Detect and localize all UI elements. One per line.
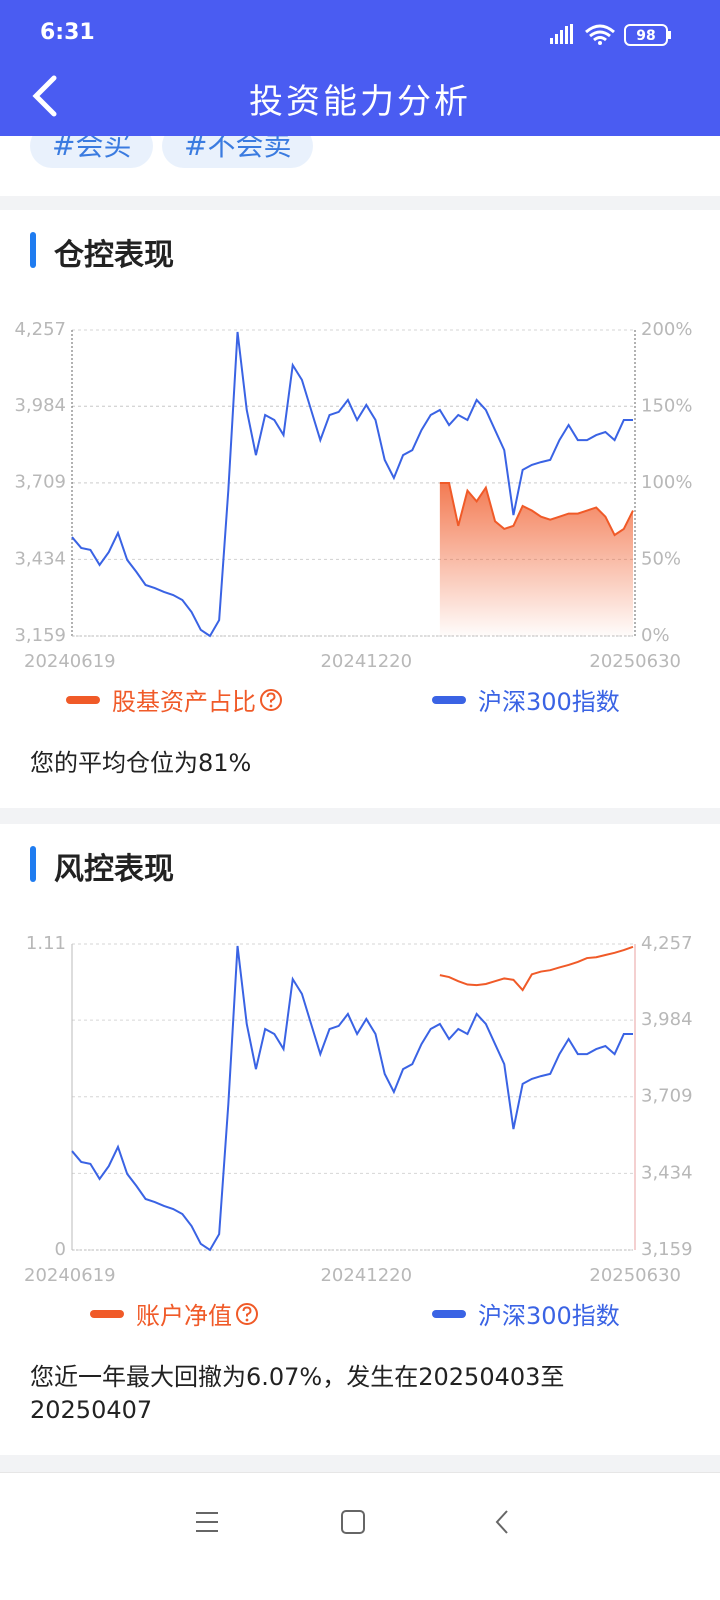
back-button[interactable] — [28, 74, 62, 118]
y2-tick-label: 0% — [641, 625, 670, 646]
y-tick-label: 1.11 — [26, 933, 66, 954]
nav-bar — [0, 1472, 720, 1600]
y2-tick-label: 50% — [641, 549, 681, 570]
y-tick-label: 3,434 — [14, 548, 66, 569]
section-card: 风控表现 0 1.11 3,159 3,434 3,709 3,984 4,257 20240… — [0, 824, 720, 1455]
home-button[interactable] — [340, 1509, 366, 1535]
battery-level: 98 — [636, 28, 655, 44]
section-note: 您近一年最大回撤为6.07%，发生在20250403至20250407 — [30, 1363, 565, 1424]
x-tick-label: 20240619 — [24, 651, 116, 672]
y-tick-label: 3,159 — [14, 625, 66, 646]
y-tick-label: 3,984 — [14, 395, 66, 416]
y2-tick-label: 100% — [641, 472, 692, 493]
x-tick-label: 20241220 — [320, 1265, 412, 1286]
chart: 0 1.11 3,159 3,434 3,709 3,984 4,257 20240619 20… — [24, 933, 693, 1286]
status-icons: 98 — [550, 24, 671, 46]
y2-tick-label: 200% — [641, 319, 692, 340]
menu-button[interactable] — [194, 1509, 220, 1535]
section-note: 您的平均仓位为81% — [30, 749, 252, 777]
legend-swatch — [90, 1309, 124, 1318]
section-card: 仓控表现 3,159 3,434 3,709 3,984 4,257 0% 50% 100% 1… — [0, 210, 720, 808]
x-tick-label: 20250630 — [589, 1265, 681, 1286]
section-marker — [30, 232, 36, 268]
legend-item[interactable]: 沪深300指数 — [432, 1296, 620, 1331]
x-tick-label: 20250630 — [589, 651, 681, 672]
y2-tick-label: 3,984 — [641, 1009, 693, 1030]
status-time: 6:31 — [40, 20, 95, 45]
area — [439, 483, 633, 636]
legend-label: 沪深300指数 — [478, 1302, 620, 1330]
line — [439, 482, 634, 537]
x-tick-label: 20241220 — [320, 651, 412, 672]
y2-tick-label: 150% — [641, 396, 692, 417]
section-title: 仓控表现 — [54, 238, 174, 273]
y-tick-label: 3,709 — [14, 472, 66, 493]
legend-swatch — [66, 695, 100, 704]
y-tick-label: 0 — [55, 1239, 66, 1260]
section-marker — [30, 846, 36, 882]
legend-item[interactable]: 沪深300指数 — [432, 682, 620, 717]
y2-tick-label: 3,709 — [641, 1086, 693, 1107]
chart: 3,159 3,434 3,709 3,984 4,257 0% 50% 100% 150% 20… — [14, 319, 692, 672]
y2-tick-label: 3,434 — [641, 1162, 693, 1183]
legend-label: 沪深300指数 — [478, 688, 620, 716]
section-title: 风控表现 — [54, 852, 174, 887]
top-bar: 6:31 98 投资能力分析 — [0, 0, 720, 136]
x-tick-label: 20240619 — [24, 1265, 116, 1286]
page-title: 投资能力分析 — [249, 82, 471, 122]
legend-item[interactable]: 账户净值 — [90, 1296, 260, 1331]
line — [71, 945, 633, 1252]
help-icon[interactable] — [234, 1301, 260, 1327]
line — [71, 331, 633, 638]
back-nav-button[interactable] — [492, 1509, 512, 1535]
legend-label: 股基资产占比 — [112, 688, 256, 716]
y-tick-label: 4,257 — [14, 319, 66, 340]
help-icon[interactable] — [258, 687, 284, 713]
y2-tick-label: 4,257 — [641, 933, 693, 954]
legend-item[interactable]: 股基资产占比 — [66, 682, 284, 717]
line — [439, 945, 634, 992]
legend-label: 账户净值 — [136, 1302, 232, 1330]
legend-swatch — [432, 695, 466, 704]
legend-swatch — [432, 1309, 466, 1318]
y2-tick-label: 3,159 — [641, 1239, 693, 1260]
